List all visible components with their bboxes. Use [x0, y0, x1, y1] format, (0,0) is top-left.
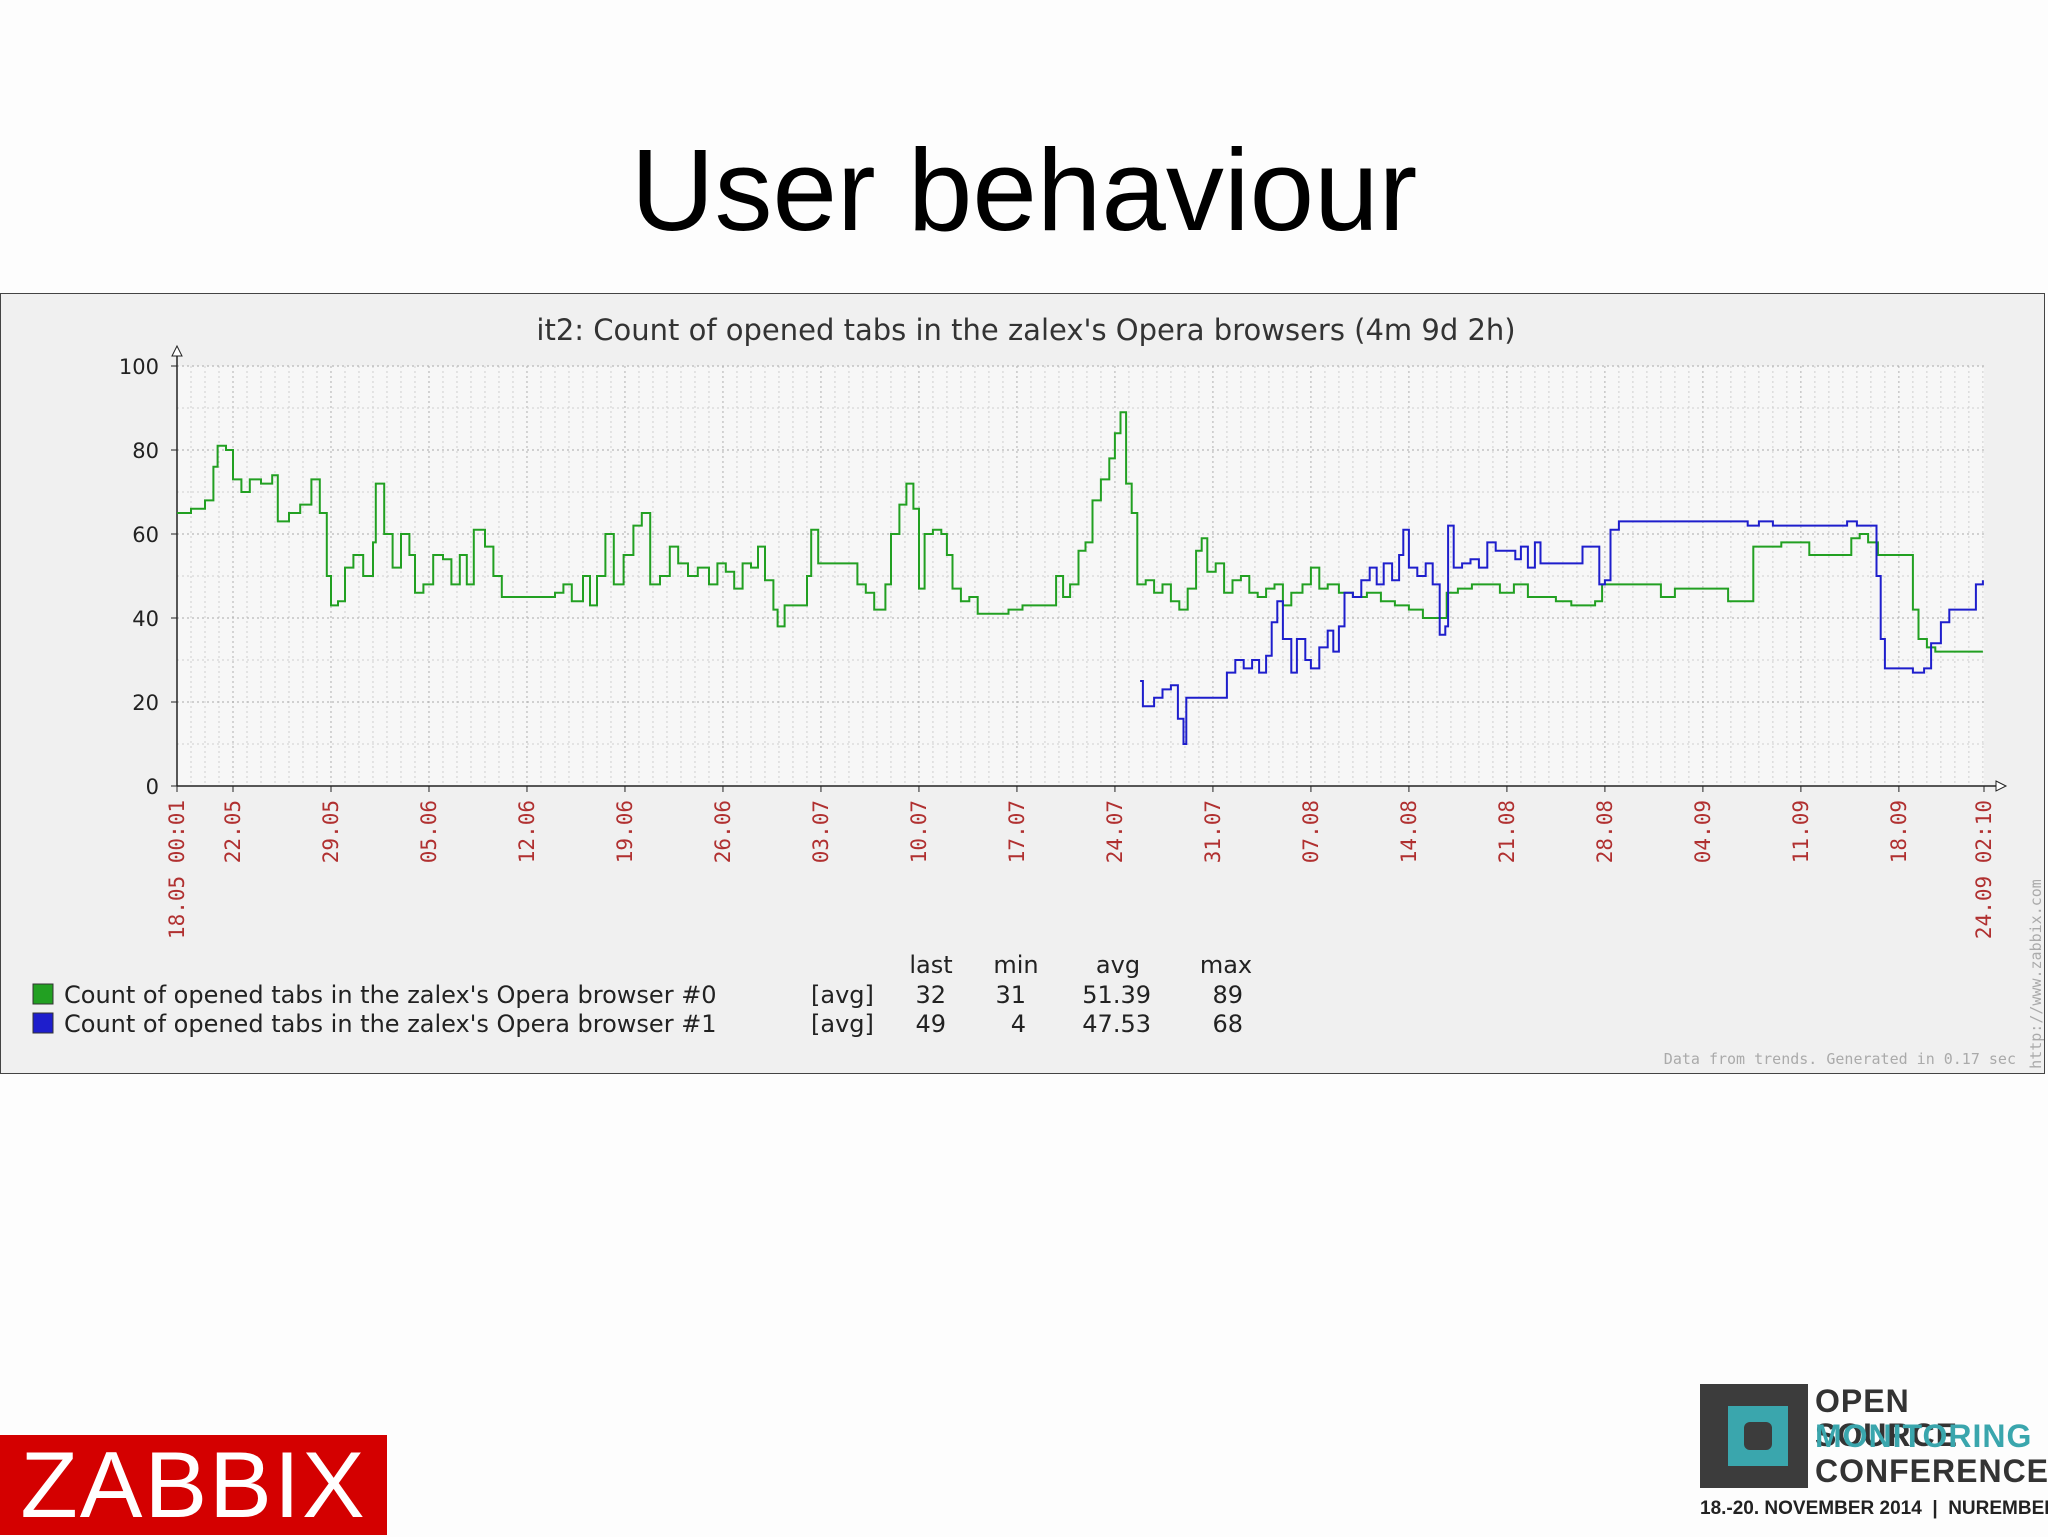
osmc-logo: OPEN SOURCE MONITORING CONFERENCE 18.-20…	[1700, 1383, 2048, 1519]
legend-header-avg: avg	[1096, 951, 1140, 979]
y-tick-label: 20	[132, 691, 159, 715]
legend-swatch	[32, 1012, 54, 1034]
x-tick-label: 03.07	[809, 800, 833, 863]
x-tick-label: 12.06	[515, 800, 539, 863]
legend-header-max: max	[1200, 951, 1252, 979]
y-axis-arrow	[171, 344, 183, 357]
x-tick-label: 31.07	[1201, 800, 1225, 863]
legend-swatch	[32, 983, 54, 1005]
chart-title: it2: Count of opened tabs in the zalex's…	[536, 313, 1515, 347]
x-tick-label: 17.07	[1005, 800, 1029, 863]
y-tick-label: 40	[132, 607, 159, 631]
series-line-1	[1140, 520, 1984, 745]
x-tick-label: 05.06	[417, 800, 441, 863]
y-tick-label: 60	[132, 523, 159, 547]
legend: last min avg max Count of opened tabs in the…	[32, 951, 1252, 1038]
x-tick-label: 18.05 00:01	[165, 800, 189, 939]
x-tick-label: 10.07	[907, 800, 931, 863]
legend-function: [avg]	[811, 1010, 874, 1038]
zabbix-url-watermark: http://www.zabbix.com	[2027, 879, 2045, 1069]
x-tick-label: 19.06	[613, 800, 637, 863]
legend-series-name: Count of opened tabs in the zalex's Oper…	[64, 981, 717, 1009]
x-tick-label: 24.09 02:10	[1972, 800, 1996, 939]
x-tick-label: 24.07	[1103, 800, 1127, 863]
y-tick-label: 100	[119, 355, 159, 379]
x-tick-label: 11.09	[1789, 800, 1813, 863]
legend-header-min: min	[993, 951, 1038, 979]
y-tick-label: 80	[132, 439, 159, 463]
x-tick-label: 04.09	[1691, 800, 1715, 863]
zabbix-graph-panel: it2: Count of opened tabs in the zalex's…	[0, 293, 2045, 1074]
x-tick-label: 14.08	[1397, 800, 1421, 863]
legend-series-name: Count of opened tabs in the zalex's Oper…	[64, 1010, 717, 1038]
legend-value-max: 68	[1212, 1010, 1243, 1038]
legend-value-avg: 51.39	[1082, 981, 1151, 1009]
legend-value-last: 49	[915, 1010, 946, 1038]
x-axis-arrow	[1995, 780, 2008, 792]
axis-layer: 0 20 40 60 80 100 18.05 00:01 22.05 29.05 05.06 12…	[119, 344, 2008, 939]
series-line-0	[177, 411, 1983, 653]
generation-footer: Data from trends. Generated in 0.17 sec	[1664, 1050, 2016, 1068]
x-tick-label: 28.08	[1593, 800, 1617, 863]
x-tick-label: 26.06	[711, 800, 735, 863]
x-tick-label: 22.05	[221, 800, 245, 863]
legend-header-last: last	[909, 951, 952, 979]
grid-layer	[176, 365, 1984, 787]
y-tick-label: 0	[146, 775, 159, 799]
slide-title: User behaviour	[630, 125, 1418, 255]
series-layer	[177, 411, 1984, 745]
osmc-logo-mark	[1700, 1384, 1808, 1488]
legend-value-avg: 47.53	[1082, 1010, 1151, 1038]
zabbix-logo: ZABBIX	[0, 1435, 387, 1535]
x-tick-label: 21.08	[1495, 800, 1519, 863]
legend-value-max: 89	[1212, 981, 1243, 1009]
x-tick-label: 29.05	[319, 800, 343, 863]
legend-function: [avg]	[811, 981, 874, 1009]
legend-value-min: 31	[995, 981, 1026, 1009]
x-tick-label: 07.08	[1299, 800, 1323, 863]
line-chart: it2: Count of opened tabs in the zalex's…	[32, 313, 2045, 1069]
x-tick-label: 18.09	[1887, 800, 1911, 863]
legend-value-min: 4	[1011, 1010, 1026, 1038]
legend-value-last: 32	[915, 981, 946, 1009]
